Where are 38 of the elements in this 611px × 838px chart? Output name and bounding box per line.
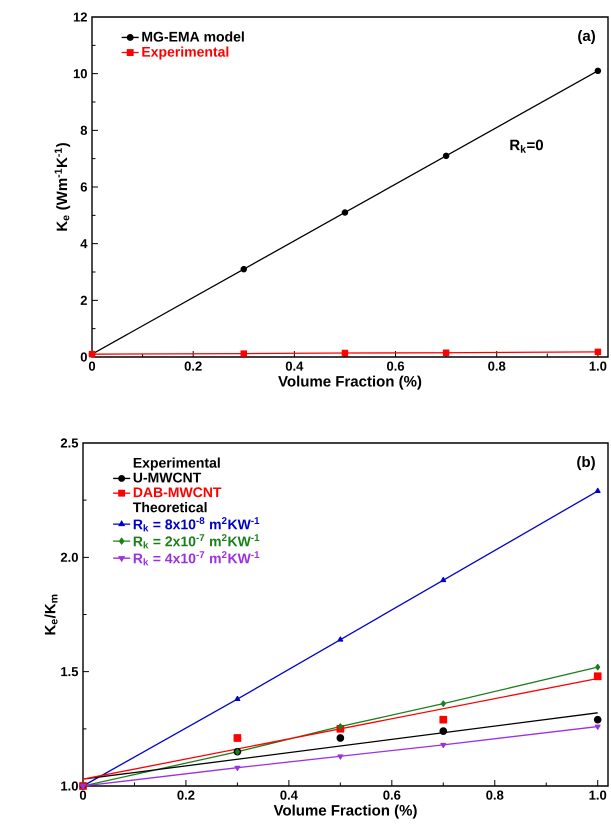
- x-tick-label: 1.0: [590, 362, 606, 371]
- y-tick-label: 2.5: [60, 438, 78, 448]
- annotation: (b): [577, 456, 595, 470]
- legend-label: MG-EMA model: [142, 31, 244, 42]
- y-tick-label: 4: [80, 239, 88, 248]
- x-tick-label: 1.0: [589, 790, 606, 800]
- annotation: Experimental: [134, 457, 220, 471]
- x-tick-label: 0.4: [280, 790, 298, 800]
- y-tick-label: 2.0: [60, 552, 78, 562]
- y-tick-label: 0: [80, 352, 87, 362]
- x-tick-label: 0.4: [286, 362, 304, 371]
- x-tick-label: 0.6: [383, 790, 400, 800]
- y-tick-label: 12: [74, 12, 87, 22]
- x-tick-label: 0.8: [488, 362, 506, 371]
- y-tick-label: 2: [80, 296, 87, 305]
- y-tick-label: 1.0: [61, 781, 78, 791]
- annotation: Theoretical: [132, 502, 206, 512]
- legend-label: DAB-MWCNT: [134, 487, 222, 498]
- legend-label: U-MWCNT: [134, 472, 201, 482]
- x-tick-label: 0.2: [177, 790, 194, 800]
- x-tick-label: 0.6: [386, 362, 404, 371]
- legend-label: R$_{k}$ = 8x10$^{-8}$ m$^{2}$KW$^{-1}$: [134, 517, 260, 532]
- x-tick-label: 0.2: [184, 362, 202, 371]
- annotation: R$_{k}$=0: [510, 140, 543, 153]
- legend-label: Experimental: [142, 46, 228, 60]
- legend-label: R$_{k}$ = 2x10$^{-7}$ m$^{2}$KW$^{-1}$: [134, 534, 260, 548]
- legend-label: R$_{k}$ = 4x10$^{-7}$ m$^{2}$KW$^{-1}$: [134, 551, 260, 566]
- y-axis-title: K$_{e}$/K$_{m}$: [44, 594, 58, 634]
- y-tick-label: 1.5: [61, 667, 78, 676]
- x-tick-label: 0: [88, 362, 95, 371]
- x-axis-title: Volume Fraction (%): [278, 376, 422, 390]
- y-tick-label: 8: [80, 126, 87, 135]
- annotation: (a): [578, 30, 595, 44]
- y-tick-label: 6: [80, 182, 87, 192]
- y-tick-label: 10: [74, 69, 87, 78]
- x-tick-label: 0.8: [486, 790, 504, 800]
- x-axis-title: Volume Fraction (%): [274, 804, 417, 819]
- y-axis-title: K$_{e}$ (Wm$^{-1}$K$^{-1}$): [54, 143, 70, 231]
